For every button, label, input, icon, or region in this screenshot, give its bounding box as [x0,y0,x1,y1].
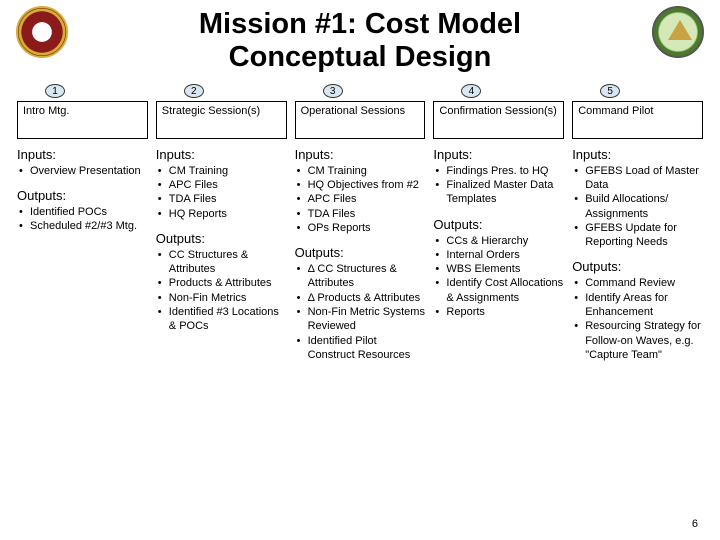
columns-grid: 1 Intro Mtg. Inputs: Overview Presentati… [0,81,720,373]
column-5: 5 Command Pilot Inputs: GFEBS Load of Ma… [569,81,706,373]
inputs-heading: Inputs: [17,147,148,162]
phase-number: 2 [184,84,204,98]
list-item: Non-Fin Metric Systems Reviewed [297,305,426,334]
phase-label: Operational Sessions [301,105,406,119]
list-item: CM Training [297,164,426,178]
phase-number-holder: 4 [433,81,564,99]
column-2: 2 Strategic Session(s) Inputs: CM Traini… [153,81,290,373]
phase-label: Strategic Session(s) [162,105,260,119]
outputs-list: CCs & Hierarchy Internal Orders WBS Elem… [433,234,564,320]
outputs-list: CC Structures & Attributes Products & At… [156,248,287,334]
list-item: Reports [435,305,564,319]
list-item: Δ Products & Attributes [297,291,426,305]
phase-number: 3 [323,84,343,98]
list-item: CC Structures & Attributes [158,248,287,277]
list-item: APC Files [297,192,426,206]
list-item: TDA Files [297,207,426,221]
column-4: 4 Confirmation Session(s) Inputs: Findin… [430,81,567,373]
inputs-heading: Inputs: [295,147,426,162]
phase-number-holder: 5 [572,81,703,99]
list-item: Identified #3 Locations & POCs [158,305,287,334]
army-seal-left-icon [16,6,68,58]
list-item: Identify Areas for Enhancement [574,291,703,320]
outputs-heading: Outputs: [156,231,287,246]
phase-number-holder: 2 [156,81,287,99]
inputs-list: Findings Pres. to HQ Finalized Master Da… [433,164,564,207]
outputs-list: Identified POCs Scheduled #2/#3 Mtg. [17,205,148,234]
phase-number-holder: 3 [295,81,426,99]
list-item: GFEBS Update for Reporting Needs [574,221,703,250]
outputs-heading: Outputs: [295,245,426,260]
outputs-heading: Outputs: [572,259,703,274]
inputs-list: GFEBS Load of Master Data Build Allocati… [572,164,703,250]
phase-number: 5 [600,84,620,98]
list-item: Overview Presentation [19,164,148,178]
phase-number: 1 [45,84,65,98]
phase-number: 4 [461,84,481,98]
list-item: Non-Fin Metrics [158,291,287,305]
outputs-heading: Outputs: [433,217,564,232]
phase-box: Strategic Session(s) [156,101,287,139]
list-item: OPs Reports [297,221,426,235]
list-item: CCs & Hierarchy [435,234,564,248]
phase-box: Operational Sessions [295,101,426,139]
list-item: Build Allocations/ Assignments [574,192,703,221]
list-item: Internal Orders [435,248,564,262]
phase-box: Command Pilot [572,101,703,139]
slide-header: Mission #1: Cost Model Conceptual Design [0,0,720,81]
column-1: 1 Intro Mtg. Inputs: Overview Presentati… [14,81,151,373]
list-item: GFEBS Load of Master Data [574,164,703,193]
list-item: HQ Reports [158,207,287,221]
list-item: Scheduled #2/#3 Mtg. [19,219,148,233]
list-item: Identified POCs [19,205,148,219]
list-item: Identify Cost Allocations & Assignments [435,276,564,305]
list-item: Command Review [574,276,703,290]
inputs-list: CM Training APC Files TDA Files HQ Repor… [156,164,287,221]
title-line-1: Mission #1: Cost Model [199,8,521,40]
list-item: Products & Attributes [158,276,287,290]
inputs-list: CM Training HQ Objectives from #2 APC Fi… [295,164,426,235]
list-item: Finalized Master Data Templates [435,178,564,207]
list-item: Identified Pilot Construct Resources [297,334,426,363]
title-line-2: Conceptual Design [229,41,492,73]
outputs-list: Command Review Identify Areas for Enhanc… [572,276,703,362]
outputs-heading: Outputs: [17,188,148,203]
phase-label: Intro Mtg. [23,105,69,119]
list-item: Findings Pres. to HQ [435,164,564,178]
list-item: APC Files [158,178,287,192]
outputs-list: Δ CC Structures & Attributes Δ Products … [295,262,426,362]
list-item: Resourcing Strategy for Follow-on Waves,… [574,319,703,362]
slide-number: 6 [692,518,698,530]
list-item: CM Training [158,164,287,178]
phase-label: Confirmation Session(s) [439,105,556,119]
phase-number-holder: 1 [17,81,148,99]
list-item: HQ Objectives from #2 [297,178,426,192]
list-item: TDA Files [158,192,287,206]
slide-title: Mission #1: Cost Model Conceptual Design [0,8,720,75]
inputs-heading: Inputs: [156,147,287,162]
army-seal-right-icon [652,6,704,58]
inputs-list: Overview Presentation [17,164,148,178]
list-item: Δ CC Structures & Attributes [297,262,426,291]
phase-label: Command Pilot [578,105,653,119]
column-3: 3 Operational Sessions Inputs: CM Traini… [292,81,429,373]
inputs-heading: Inputs: [433,147,564,162]
phase-box: Intro Mtg. [17,101,148,139]
phase-box: Confirmation Session(s) [433,101,564,139]
inputs-heading: Inputs: [572,147,703,162]
list-item: WBS Elements [435,262,564,276]
